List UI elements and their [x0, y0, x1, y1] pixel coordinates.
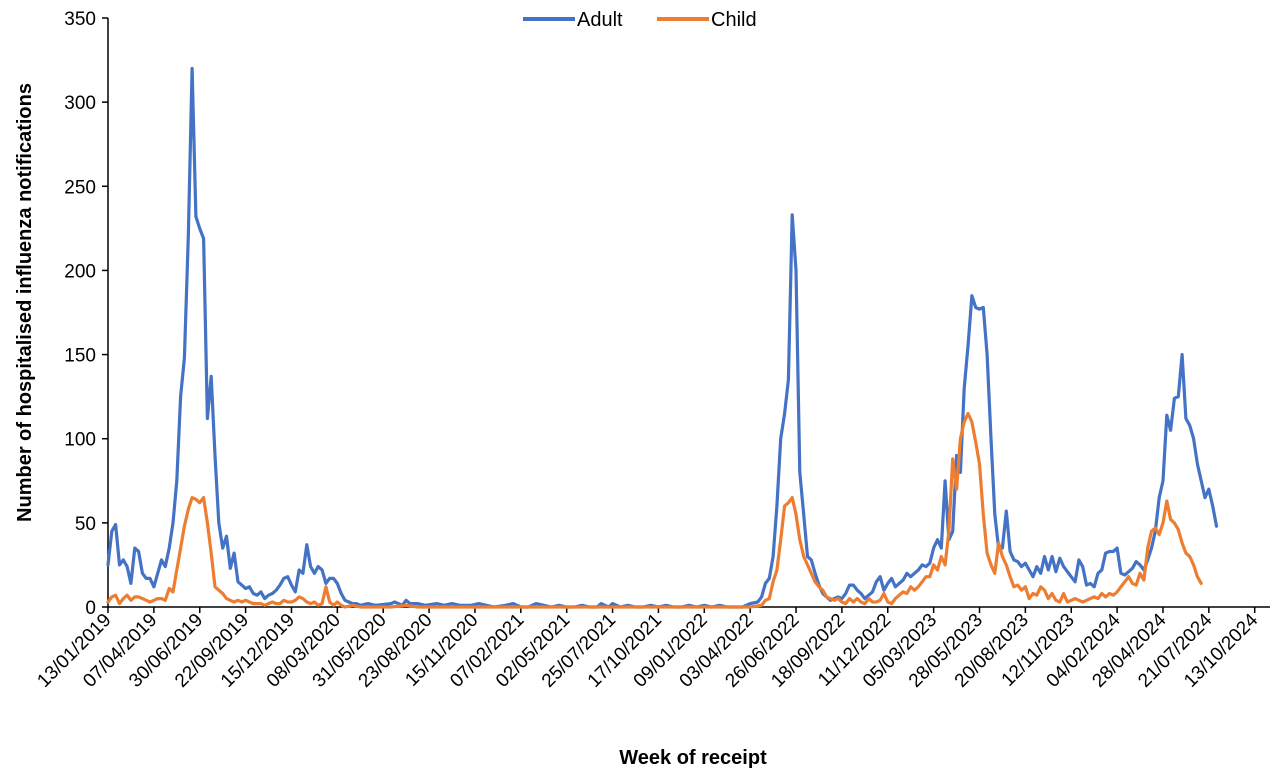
x-axis-ticks: 13/01/201907/04/201930/06/201922/09/2019… [33, 607, 1263, 692]
y-tick-label: 0 [85, 598, 96, 619]
y-tick-label: 150 [64, 346, 96, 367]
x-axis-title: Week of receipt [619, 747, 767, 769]
series-line-child [106, 411, 1203, 609]
y-axis-title: Number of hospitalised influenza notific… [14, 83, 36, 522]
y-tick-label: 300 [64, 93, 96, 114]
y-tick-label: 350 [64, 9, 96, 30]
legend-label-child: Child [711, 9, 757, 31]
legend: Adult Child [523, 9, 757, 31]
series-lines [106, 66, 1219, 609]
legend-label-adult: Adult [577, 9, 623, 31]
y-tick-label: 200 [64, 261, 96, 282]
y-tick-label: 250 [64, 177, 96, 198]
plot-area: 0 50 100 150 200 250 300 350 13/01/201907/04/20… [33, 9, 1270, 692]
y-tick-label: 100 [64, 430, 96, 451]
y-axis-ticks: 0 50 100 150 200 250 300 350 [64, 9, 108, 619]
series-line-adult [106, 66, 1219, 609]
y-tick-label: 50 [75, 514, 96, 535]
